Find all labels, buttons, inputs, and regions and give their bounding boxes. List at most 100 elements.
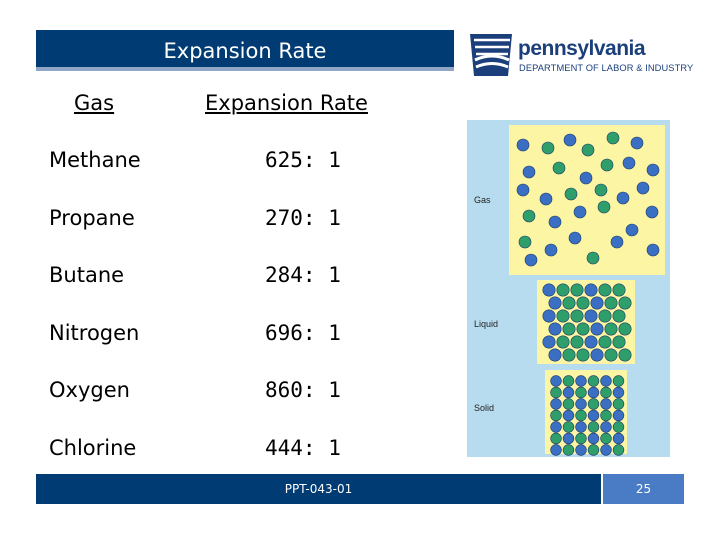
solid-molecule: [562, 409, 575, 422]
solid-molecule: [587, 432, 600, 445]
solid-molecule: [550, 432, 562, 445]
title-bar: Expansion Rate: [36, 30, 454, 71]
logo-subtitle: DEPARTMENT OF LABOR & INDUSTRY: [519, 63, 694, 73]
liquid-molecule: [604, 348, 618, 362]
gas-name: Methane: [49, 148, 141, 172]
gas-molecule: [579, 171, 593, 185]
gas-molecule: [568, 231, 582, 245]
solid-molecule: [612, 421, 625, 433]
solid-label: Solid: [474, 403, 494, 413]
liquid-molecule: [612, 309, 626, 323]
liquid-molecule: [604, 296, 618, 310]
liquid-molecule: [590, 322, 604, 336]
solid-molecule: [575, 386, 587, 399]
liquid-molecule: [584, 335, 598, 349]
solid-molecule: [600, 386, 612, 399]
liquid-molecule: [542, 283, 556, 297]
gas-name: Chlorine: [49, 436, 137, 460]
solid-molecule: [587, 409, 600, 422]
solid-molecule: [575, 421, 587, 433]
pennsylvania-logo: pennsylvania DEPARTMENT OF LABOR & INDUS…: [466, 30, 696, 80]
solid-molecule: [612, 375, 625, 387]
solid-molecule: [575, 375, 587, 387]
keystone-icon: [470, 34, 512, 76]
gas-molecule: [646, 163, 660, 177]
liquid-molecule: [618, 322, 632, 336]
solid-molecule: [562, 375, 575, 387]
expansion-rate-value: 696: 1: [265, 321, 341, 345]
gas-molecule: [516, 183, 530, 197]
liquid-molecule: [548, 322, 562, 336]
gas-molecule: [518, 235, 532, 249]
gas-name: Butane: [49, 263, 125, 287]
liquid-molecule: [598, 309, 612, 323]
gas-molecule: [622, 156, 636, 170]
expansion-rate-value: 625: 1: [265, 148, 341, 172]
gas-label: Gas: [474, 195, 491, 205]
gas-molecule: [524, 253, 538, 267]
solid-molecule: [612, 398, 625, 410]
liquid-molecule: [562, 322, 576, 336]
solid-molecule: [600, 444, 612, 456]
liquid-molecule: [548, 296, 562, 310]
liquid-molecule: [618, 348, 632, 362]
liquid-molecule: [562, 296, 576, 310]
solid-molecule: [562, 386, 575, 399]
solid-molecule: [600, 421, 612, 433]
gas-molecule: [539, 192, 553, 206]
gas-name: Propane: [49, 206, 135, 230]
solid-molecule: [562, 432, 575, 445]
solid-molecule: [612, 409, 625, 422]
expansion-rate-value: 284: 1: [265, 263, 341, 287]
page-number: 25: [635, 482, 652, 496]
gas-molecule: [586, 251, 600, 265]
solid-molecule: [550, 421, 562, 433]
gas-name: Nitrogen: [49, 321, 140, 345]
gas-molecule: [581, 143, 595, 157]
liquid-molecule: [570, 335, 584, 349]
liquid-molecule: [598, 283, 612, 297]
solid-molecule: [587, 444, 600, 456]
liquid-molecule: [590, 296, 604, 310]
liquid-molecule: [570, 283, 584, 297]
liquid-molecule: [548, 348, 562, 362]
liquid-molecule: [570, 309, 584, 323]
column-header-expansion-rate: Expansion Rate: [205, 91, 368, 115]
solid-molecule: [600, 375, 612, 387]
liquid-molecule: [576, 296, 590, 310]
gas-molecule: [564, 187, 578, 201]
gas-molecule: [616, 191, 630, 205]
gas-name: Oxygen: [49, 378, 130, 402]
solid-molecule: [587, 398, 600, 410]
footer-bar: PPT-043-01: [36, 474, 601, 504]
liquid-molecule: [576, 322, 590, 336]
solid-molecule: [575, 398, 587, 410]
liquid-molecule: [598, 335, 612, 349]
gas-molecule: [636, 181, 650, 195]
solid-molecule: [587, 386, 600, 399]
liquid-molecule: [576, 348, 590, 362]
gas-molecule: [522, 209, 536, 223]
solid-molecule: [550, 375, 562, 387]
gas-molecule: [573, 205, 587, 219]
gas-molecule: [552, 161, 566, 175]
states-of-matter-diagram: Gas Liquid Solid: [467, 120, 670, 457]
solid-molecule: [575, 409, 587, 422]
liquid-molecule: [556, 335, 570, 349]
gas-molecule: [600, 158, 614, 172]
solid-molecule: [612, 444, 625, 456]
gas-molecule: [597, 200, 611, 214]
solid-molecule: [550, 398, 562, 410]
liquid-molecule: [612, 335, 626, 349]
solid-molecule: [562, 398, 575, 410]
liquid-molecule: [618, 296, 632, 310]
footer-code: PPT-043-01: [284, 482, 353, 496]
liquid-molecule: [542, 309, 556, 323]
gas-molecule: [516, 138, 530, 152]
logo-name: pennsylvania: [518, 37, 646, 60]
liquid-molecule: [562, 348, 576, 362]
gas-molecule: [522, 165, 536, 179]
expansion-rate-value: 270: 1: [265, 206, 341, 230]
expansion-rate-value: 444: 1: [265, 436, 341, 460]
solid-molecule: [575, 432, 587, 445]
